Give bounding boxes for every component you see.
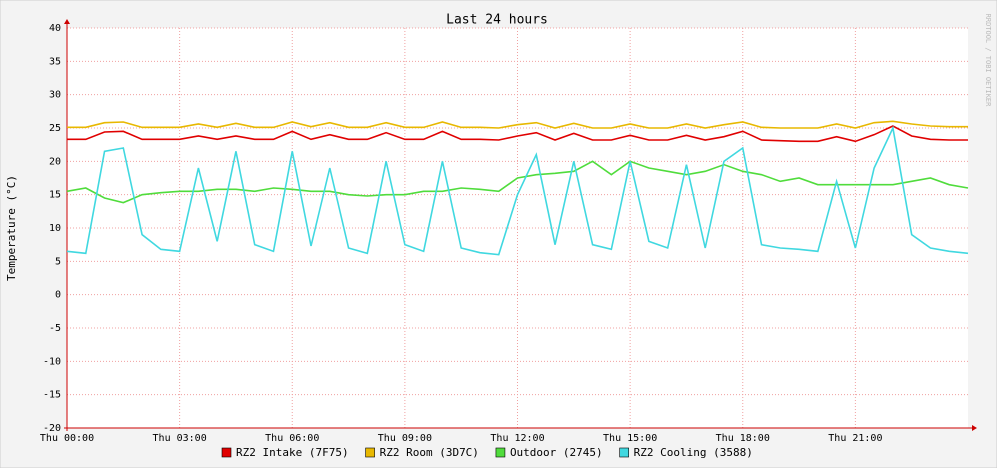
legend-label: Outdoor (2745): [510, 446, 603, 459]
legend-label: RZ2 Room (3D7C): [380, 446, 479, 459]
y-tick-label: -15: [43, 390, 61, 401]
legend-swatch: [495, 447, 506, 458]
x-tick-label: Thu 18:00: [716, 433, 770, 444]
y-tick-label: -10: [43, 356, 61, 367]
legend-swatch: [619, 447, 629, 458]
series-line: [67, 120, 968, 129]
legend-swatch: [221, 447, 232, 458]
x-tick-label: Thu 06:00: [265, 433, 319, 444]
y-tick-label: 0: [55, 290, 61, 301]
x-tick-label: Thu 00:00: [40, 433, 94, 444]
y-tick-label: 5: [55, 256, 61, 267]
y-axis-label: Temperature (°C): [5, 175, 18, 281]
y-tick-label: 30: [49, 90, 61, 101]
y-tick-label: 20: [49, 156, 61, 167]
x-tick-label: Thu 12:00: [490, 433, 544, 444]
legend-label: RZ2 Cooling (3588): [634, 446, 753, 459]
x-tick-label: Thu 15:00: [603, 433, 657, 444]
series-line: [66, 125, 969, 256]
legend-swatch: [365, 447, 375, 458]
y-tick-label: 15: [49, 190, 61, 201]
y-tick-label: -20: [43, 423, 61, 434]
x-tick-label: Thu 03:00: [153, 433, 207, 444]
watermark: RRDTOOL / TOBI OETIKER: [984, 14, 992, 108]
legend-label: RZ2 Intake (7F75): [236, 446, 349, 459]
y-tick-label: 35: [49, 56, 61, 67]
series-line: [67, 125, 968, 143]
y-axis-arrow: [64, 19, 70, 24]
y-tick-label: -5: [49, 323, 61, 334]
series-line: [66, 160, 969, 204]
y-tick-label: 40: [49, 23, 61, 34]
y-tick-label: 10: [49, 223, 61, 234]
x-tick-label: Thu 21:00: [828, 433, 882, 444]
y-tick-label: 25: [49, 123, 61, 134]
x-tick-label: Thu 09:00: [378, 433, 432, 444]
x-axis-arrow: [972, 425, 977, 431]
chart-title: Last 24 hours: [446, 13, 548, 28]
